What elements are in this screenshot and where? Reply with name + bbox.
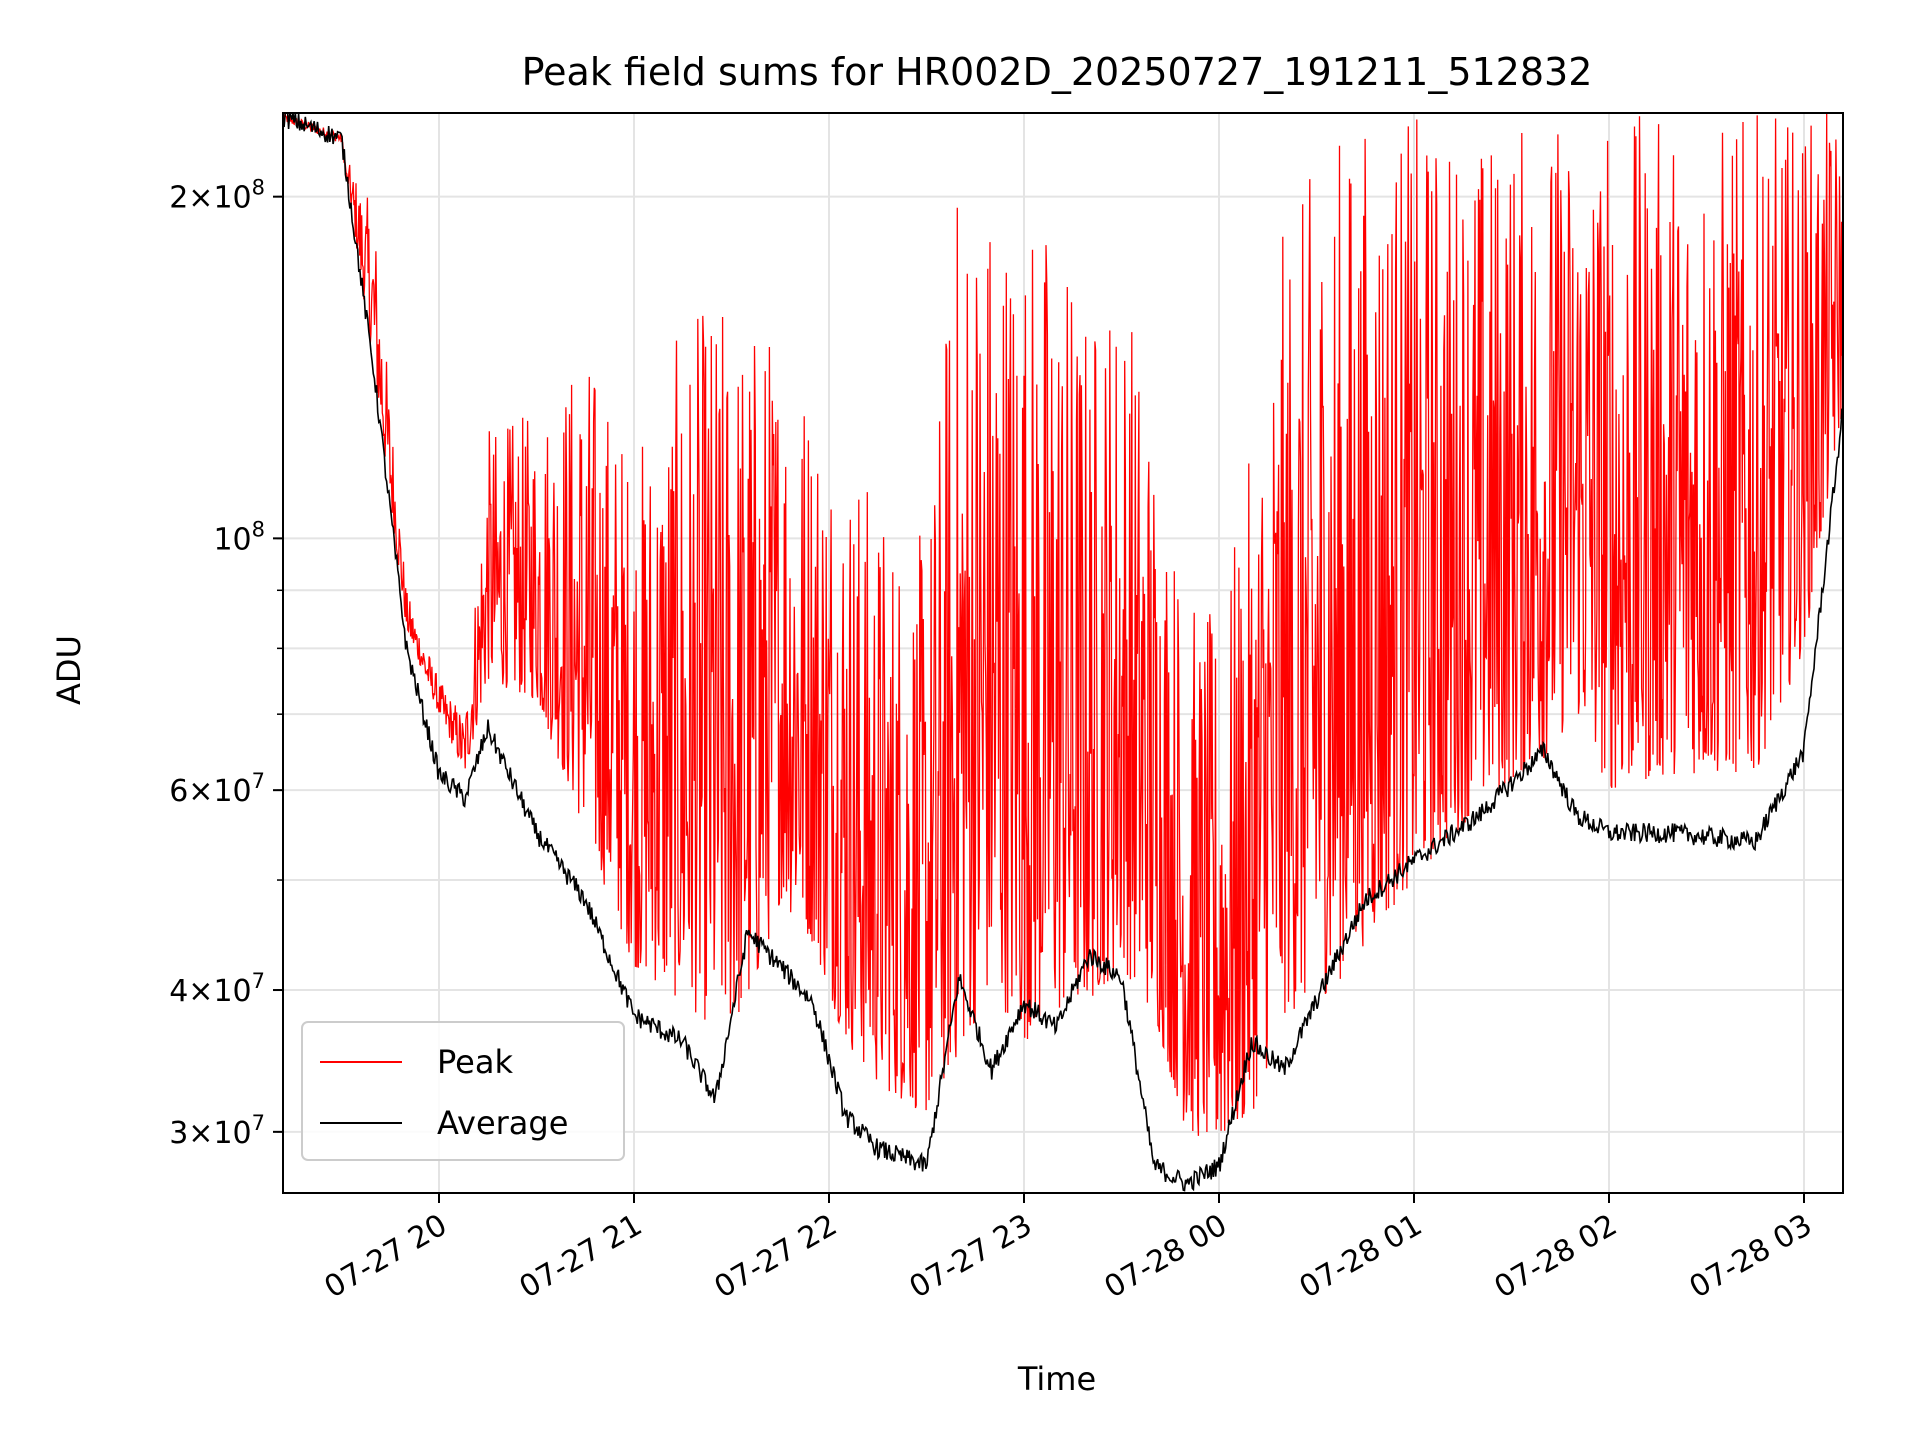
legend-box	[301, 1021, 625, 1161]
peak-series-line	[283, 113, 1843, 1136]
chart-title: Peak field sums for HR002D_20250727_1912…	[522, 50, 1593, 94]
y-tick-label: 108	[213, 517, 265, 557]
y-tick-label: 4×107	[169, 969, 265, 1009]
y-tick-label: 2×108	[169, 176, 265, 216]
plot-series-group	[283, 113, 1843, 1192]
y-tick-label: 3×107	[169, 1111, 265, 1151]
plot-frame	[282, 112, 1844, 1194]
legend-label: Peak	[437, 1043, 513, 1081]
y-axis-title: ADU	[50, 635, 88, 705]
legend-label: Average	[437, 1104, 568, 1142]
average-series-line	[283, 113, 1843, 1192]
y-tick-label: 6×107	[169, 769, 265, 809]
legend: Peak Average	[301, 1021, 625, 1161]
x-axis-title: Time	[1017, 1360, 1096, 1398]
